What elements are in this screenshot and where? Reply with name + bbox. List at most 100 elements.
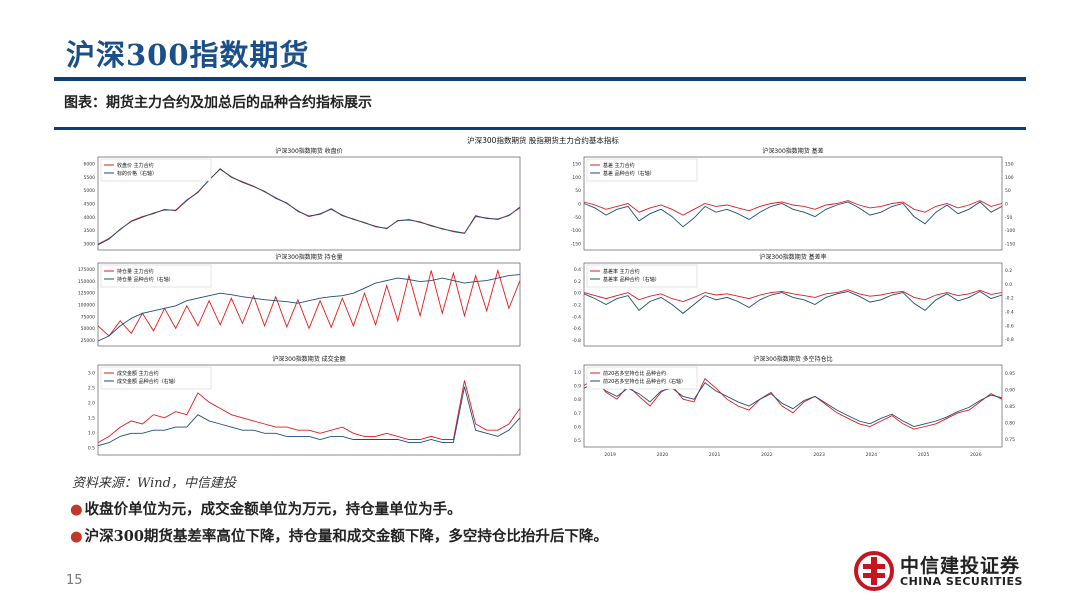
bullet-dot-icon: ● [70, 528, 83, 545]
legend-label: 成交金额 主力合约 [117, 370, 159, 377]
legend-label: 前20名多空持仓比 品种合约 [603, 370, 666, 377]
y-tick-label: -50 [574, 215, 581, 221]
y-right-tick-label: -0.8 [1005, 337, 1014, 343]
plot-frame [583, 364, 1003, 448]
y-tick-label: 5000 [84, 188, 96, 194]
y-tick-label: 4000 [84, 215, 96, 221]
y-right-tick-label: -150 [1005, 241, 1015, 247]
chart-panel-turnover: 沪深300指数期货 成交金额 3.0 2.5 2.0 1.5 1.0 0.5 成交金额 主力合… [62, 353, 542, 463]
y-tick-label: 0.9 [574, 384, 581, 390]
y-right-tick-label: 0.80 [1005, 420, 1015, 426]
figure-suptitle: 沪深300指数期货 股指期货主力合约基本指标 [467, 136, 619, 145]
x-tick-label: 2025 [918, 452, 930, 458]
y-tick-label: -0.4 [572, 314, 581, 320]
y-tick-label: 0.0 [574, 291, 581, 297]
page-number: 15 [66, 573, 83, 588]
y-tick-label: 1.0 [88, 431, 95, 437]
y-right-tick-label: 100 [1005, 175, 1014, 181]
chart-figure: 沪深300指数期货 股指期货主力合约基本指标 沪深300指数期货 收盘价 6000… [60, 131, 1026, 463]
series-line [583, 377, 1003, 430]
y-tick-label: 0.5 [574, 438, 581, 444]
plot-frame [97, 364, 521, 456]
page-title: 沪深300指数期货 [66, 38, 310, 72]
y-tick-label: 50000 [81, 326, 95, 332]
y-tick-label: 3000 [84, 241, 96, 247]
y-right-tick-label: 0.85 [1005, 404, 1015, 410]
y-tick-label: -150 [571, 241, 581, 247]
y-tick-label: 100 [572, 175, 581, 181]
plot-frame [97, 156, 521, 251]
y-tick-label: 175000 [78, 267, 95, 273]
chart-svg: 沪深300指数期货 基差 150 100 50 0 -50 -100 -150 150 100 50… [571, 147, 1015, 251]
legend-label: 持仓量 主力合约 [117, 268, 154, 275]
y-tick-label: 5500 [84, 175, 96, 181]
y-tick-label: 3500 [84, 228, 96, 234]
y-right-tick-label: 0.95 [1005, 371, 1015, 377]
bullet-point: ● 沪深300期货基差率高位下降，持仓量和成交金额下降，多空持仓比抬升后下降。 [70, 525, 608, 546]
y-tick-label: 2.5 [88, 386, 95, 392]
series-line [97, 168, 521, 246]
y-tick-label: 1.5 [88, 416, 95, 422]
y-tick-label: -0.2 [572, 303, 581, 309]
y-tick-label: 125000 [78, 291, 95, 297]
y-tick-label: 75000 [81, 314, 95, 320]
y-right-tick-label: -0.6 [1005, 323, 1014, 329]
chart-panel-open-interest: 沪深300指数期货 持仓量 175000 150000 125000 100000 750… [62, 251, 542, 354]
legend-label: 标的价格（右轴） [117, 170, 157, 177]
series-line [97, 380, 521, 443]
brand-logo: 中信建投证券 CHINA SECURITIES [854, 549, 1036, 593]
chart-svg: 沪深300指数期货 基差率 0.4 0.2 0.0 -0.2 -0.4 -0.6 -0.8 0.… [572, 253, 1014, 347]
y-right-tick-label: 0.90 [1005, 388, 1015, 394]
y-tick-label: 150 [572, 162, 581, 168]
y-right-tick-label: -50 [1005, 215, 1012, 221]
x-tick-label: 2026 [970, 452, 982, 458]
y-tick-label: 0 [578, 202, 581, 208]
y-tick-label: 0.7 [574, 411, 581, 417]
y-right-tick-label: -0.2 [1005, 296, 1014, 302]
y-tick-label: 6000 [84, 162, 96, 168]
y-tick-label: 0.6 [574, 425, 581, 431]
y-right-tick-label: 50 [1005, 188, 1011, 194]
series-line [583, 200, 1003, 216]
legend-label: 基差 品种合约（右轴） [603, 170, 655, 177]
y-tick-label: -0.8 [572, 338, 581, 344]
y-tick-label: 150000 [78, 279, 95, 285]
y-tick-label: -100 [571, 228, 581, 234]
logo-text-cn: 中信建投证券 [900, 555, 1021, 577]
chart-title: 沪深300指数期货 收盘价 [275, 147, 342, 155]
chart-title: 沪深300指数期货 基差率 [759, 253, 826, 261]
data-source-note: 资料来源：Wind，中信建投 [72, 476, 236, 491]
x-tick-label: 2022 [761, 452, 773, 458]
series-line [583, 290, 1003, 314]
y-right-tick-label: -0.4 [1005, 309, 1014, 315]
chart-panel-basis-rate: 沪深300指数期货 基差率 0.4 0.2 0.0 -0.2 -0.4 -0.6 -0.8 0.… [548, 251, 1024, 354]
x-tick-label: 2024 [866, 452, 878, 458]
x-tick-label: 2021 [709, 452, 721, 458]
y-tick-label: 25000 [81, 338, 95, 344]
chart-panel-long-short-ratio: 沪深300指数期货 多空持仓比 1.0 0.9 0.8 0.7 0.6 0.5 0.95 0.9… [548, 353, 1024, 463]
legend-label: 成交金额 品种合约（右轴） [117, 378, 179, 385]
chart-title: 沪深300指数期货 持仓量 [275, 253, 342, 261]
chart-panel-close-price: 沪深300指数期货 收盘价 6000 5500 5000 4500 4000 3500 300… [62, 145, 542, 258]
bullet-point: ● 收盘价单位为元，成交金额单位为万元，持仓量单位为手。 [70, 498, 462, 519]
y-tick-label: 0.5 [88, 446, 95, 452]
y-tick-label: -0.6 [572, 326, 581, 332]
y-tick-label: 100000 [78, 303, 95, 309]
chart-svg: 沪深300指数期货 收盘价 6000 5500 5000 4500 4000 3500 300… [84, 147, 521, 251]
plot-frame [583, 262, 1003, 347]
y-tick-label: 3.0 [88, 371, 95, 377]
y-tick-label: 50 [575, 188, 581, 194]
y-right-tick-label: -100 [1005, 228, 1015, 234]
legend-label: 收盘价 主力合约 [117, 162, 154, 169]
series-line [97, 386, 521, 447]
chart-title: 沪深300指数期货 基差 [762, 147, 823, 155]
y-right-tick-label: 0.75 [1005, 437, 1015, 443]
y-tick-label: 0.8 [574, 397, 581, 403]
bullet-dot-icon: ● [70, 501, 83, 518]
x-tick-label: 2023 [813, 452, 825, 458]
y-right-tick-label: 0.0 [1005, 282, 1012, 288]
